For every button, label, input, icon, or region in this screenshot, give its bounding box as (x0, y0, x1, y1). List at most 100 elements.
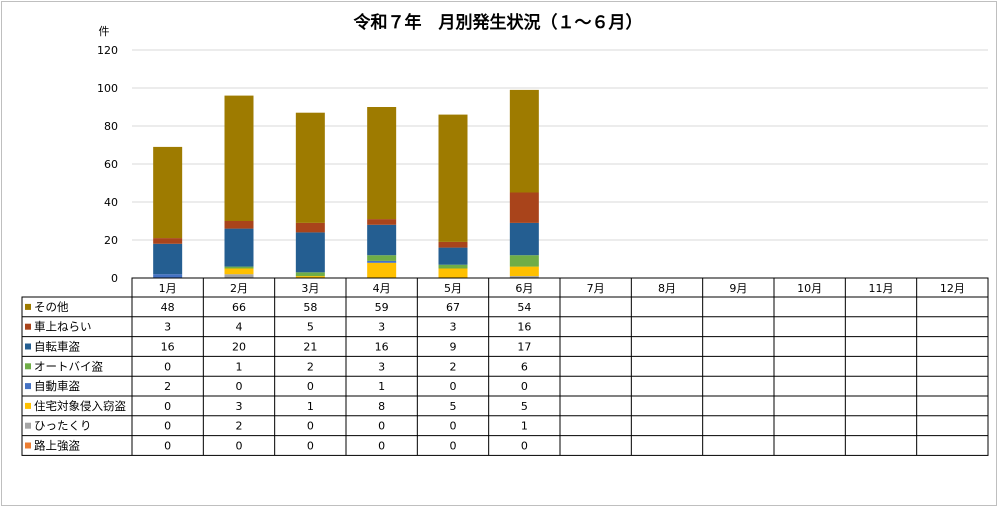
legend-key (25, 422, 31, 429)
bar-segment (509, 266, 539, 277)
legend-key (25, 323, 31, 330)
table-cell-value: 21 (303, 341, 317, 354)
table-cell-value: 9 (450, 341, 457, 354)
legend-series-name: 路上強盗 (34, 439, 80, 453)
legend-series-name: 自動車盗 (34, 379, 80, 393)
bar-segment (224, 95, 254, 221)
legend-series-name: ひったくり (34, 419, 92, 433)
table-cell-value: 16 (161, 341, 175, 354)
table-cell-value: 2 (450, 360, 457, 373)
bar-segment (509, 89, 539, 193)
bar-segment (509, 276, 539, 278)
table-cell-value: 4 (236, 321, 243, 334)
table-cell-value: 5 (450, 400, 457, 413)
x-category-label: 10月 (797, 282, 822, 295)
table-cell-value: 0 (236, 380, 243, 393)
table-cell-value: 6 (521, 360, 528, 373)
legend-series-name: 車上ねらい (34, 320, 92, 334)
bar-segment (509, 222, 539, 256)
bar-segment (295, 112, 325, 223)
table-cell-value: 0 (450, 380, 457, 393)
bar-segment (438, 241, 468, 248)
legend-key (25, 343, 31, 350)
table-cell-value: 0 (521, 380, 528, 393)
y-axis-unit-label: 件 (99, 25, 110, 38)
table-cell-value: 1 (378, 380, 385, 393)
y-tick-label: 120 (97, 44, 118, 57)
table-cell-value: 0 (378, 440, 385, 453)
x-category-label: 5月 (444, 282, 462, 295)
bar-segment (295, 222, 325, 233)
table-cell-value: 66 (232, 301, 246, 314)
bar-segment (438, 247, 468, 265)
x-category-label: 3月 (301, 282, 319, 295)
table-cell-value: 16 (517, 321, 531, 334)
bar-segment (367, 107, 397, 220)
x-category-label: 6月 (515, 282, 533, 295)
table-cell-value: 0 (450, 440, 457, 453)
legend-key (25, 383, 31, 390)
chart-title: 令和７年 月別発生状況（１～６月） (354, 12, 643, 33)
legend-series-name: 自転車盗 (34, 340, 80, 354)
table-cell-value: 17 (517, 341, 531, 354)
table-cell-value: 3 (378, 360, 385, 373)
table-cell-value: 1 (307, 400, 314, 413)
x-category-label: 7月 (587, 282, 605, 295)
legend-series-name: 住宅対象侵入窃盗 (34, 399, 126, 413)
table-cell-value: 2 (164, 380, 171, 393)
table-cell-value: 3 (236, 400, 243, 413)
table-cell-value: 0 (307, 440, 314, 453)
bar-segment (153, 146, 183, 239)
table-cell-value: 0 (164, 360, 171, 373)
bar-segment (438, 268, 468, 278)
x-category-label: 1月 (159, 282, 177, 295)
bar-segment (295, 232, 325, 273)
x-category-label: 11月 (869, 282, 894, 295)
bar-segment (295, 276, 325, 278)
table-cell-value: 59 (375, 301, 389, 314)
bar-segment (438, 114, 468, 242)
table-cell-value: 0 (164, 420, 171, 433)
bar-segment (295, 272, 325, 277)
legend-series-name: その他 (34, 300, 69, 314)
y-tick-label: 80 (104, 120, 118, 133)
table-cell-value: 1 (521, 420, 528, 433)
y-tick-label: 60 (104, 158, 118, 171)
bar-segment (153, 238, 183, 244)
table-cell-value: 3 (450, 321, 457, 334)
bar-segment (367, 255, 397, 261)
table-cell-value: 0 (164, 440, 171, 453)
bar-segment (438, 264, 468, 269)
table-cell-value: 5 (521, 400, 528, 413)
y-tick-label: 0 (111, 272, 118, 285)
bar-segment (224, 228, 254, 267)
table-cell-value: 0 (307, 420, 314, 433)
table-cell-value: 2 (236, 420, 243, 433)
bar-segment (224, 221, 254, 229)
table-cell-value: 5 (307, 321, 314, 334)
table-cell-value: 2 (307, 360, 314, 373)
table-cell-value: 20 (232, 341, 246, 354)
bar-segment (367, 262, 397, 278)
bar-segment (224, 266, 254, 269)
table-cell-value: 58 (303, 301, 317, 314)
bar-segment (224, 268, 254, 275)
table-cell-value: 8 (378, 400, 385, 413)
x-category-label: 12月 (940, 282, 965, 295)
y-tick-label: 40 (104, 196, 118, 209)
x-category-label: 8月 (658, 282, 676, 295)
bar-segment (153, 243, 183, 275)
table-cell-value: 0 (378, 420, 385, 433)
bar-segment (367, 224, 397, 256)
bar-segment (367, 219, 397, 225)
table-cell-value: 0 (450, 420, 457, 433)
table-cell-value: 3 (378, 321, 385, 334)
bar-segment (224, 274, 254, 278)
x-category-label: 2月 (230, 282, 248, 295)
table-cell-value: 67 (446, 301, 460, 314)
table-cell-value: 0 (164, 400, 171, 413)
table-cell-value: 16 (375, 341, 389, 354)
table-cell-value: 54 (517, 301, 531, 314)
legend-key (25, 363, 31, 370)
